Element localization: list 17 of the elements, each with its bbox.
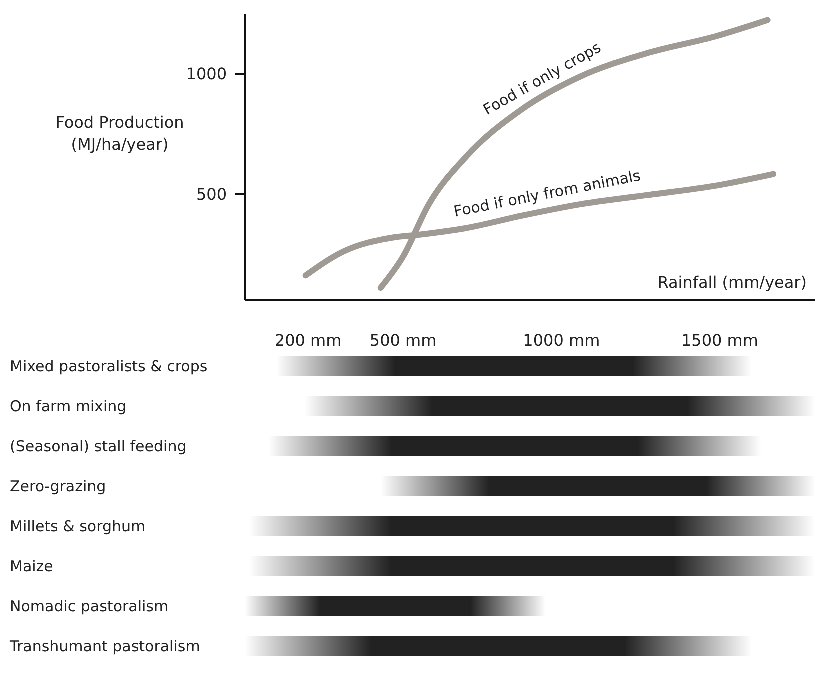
x-axis-title: Rainfall (mm/year) bbox=[658, 273, 807, 292]
y-tick-label: Transhumant pastoralism bbox=[9, 637, 200, 656]
y-tick-label: (Seasonal) stall feeding bbox=[10, 437, 187, 456]
y-tick-label: On farm mixing bbox=[10, 397, 127, 416]
text: Food if only from animals bbox=[452, 166, 642, 221]
x-tick-label: 500 mm bbox=[370, 331, 437, 350]
y-tick-label: Mixed pastoralists & crops bbox=[10, 357, 208, 376]
y-tick-label: Nomadic pastoralism bbox=[10, 597, 169, 616]
y-axis-title: Food Production (MJ/ha/year) bbox=[56, 113, 184, 154]
y-tick-label: Millets & sorghum bbox=[10, 517, 146, 536]
y-tick-label: Maize bbox=[10, 557, 54, 576]
y-tick-label: 1000 bbox=[186, 64, 227, 84]
x-tick-label: 1000 mm bbox=[523, 331, 600, 350]
x-tick-label: 1500 mm bbox=[682, 331, 758, 350]
y-tick-label: Zero-grazing bbox=[10, 477, 106, 496]
y-tick-label: 500 bbox=[196, 184, 227, 204]
x-tick-label: 200 mm bbox=[274, 331, 342, 350]
